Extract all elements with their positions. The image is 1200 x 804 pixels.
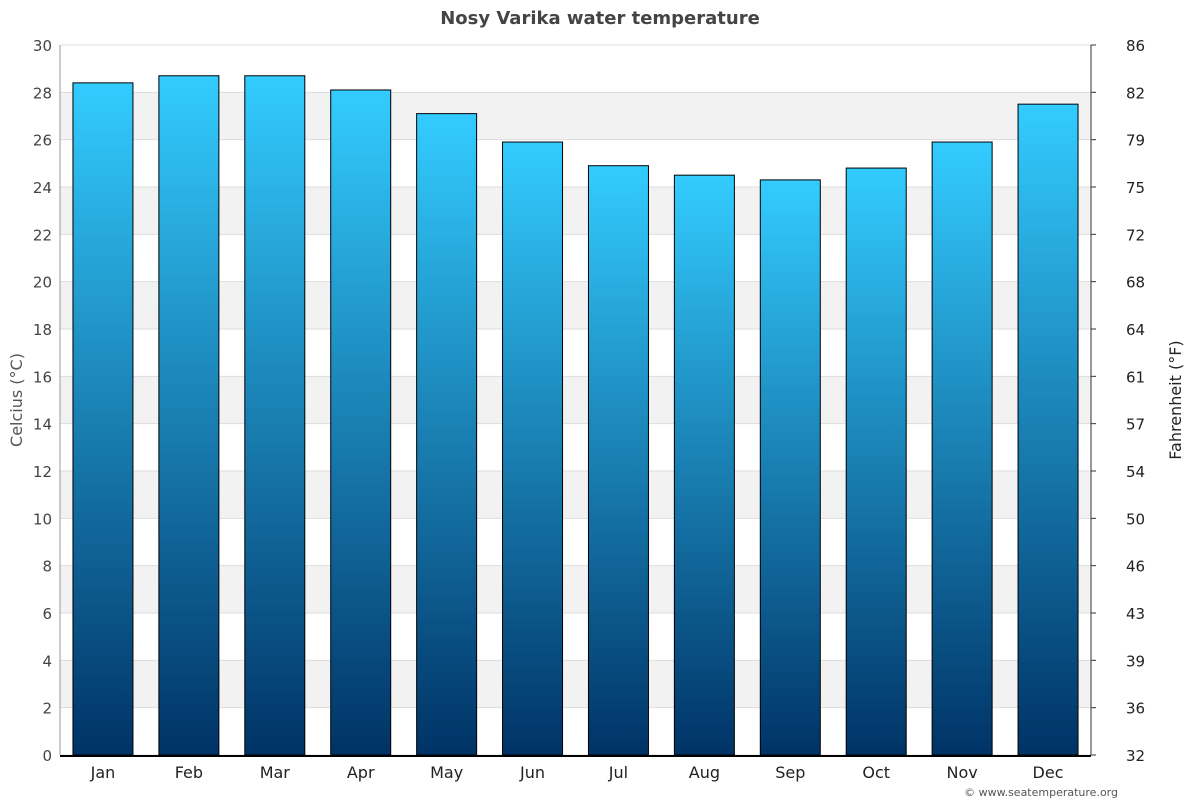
y-right-tick-label: 61 [1126, 368, 1145, 386]
bar-jun[interactable] [502, 141, 564, 756]
y-tick-label: 14 [33, 416, 52, 434]
y-right-tick-label: 50 [1126, 510, 1145, 528]
y-right-tick-label: 36 [1126, 700, 1145, 718]
y-right-tick-label: 79 [1126, 132, 1145, 150]
y-right-tick-label: 72 [1126, 226, 1145, 244]
y-right-tick-label: 39 [1126, 652, 1145, 670]
bar-dec[interactable] [1017, 103, 1079, 756]
grid-band [60, 471, 1091, 519]
bar-jul[interactable] [587, 165, 649, 756]
y-right-tick-label: 64 [1126, 321, 1145, 339]
x-tick-label: Oct [862, 763, 890, 782]
y-right-tick-label: 86 [1126, 37, 1145, 55]
y-tick-label: 28 [33, 84, 52, 102]
x-tick-label: May [430, 763, 463, 782]
x-tick-label: Aug [689, 763, 720, 782]
y-right-tick-label: 82 [1126, 84, 1145, 102]
bar-nov[interactable] [931, 141, 993, 756]
bar-jan[interactable] [72, 82, 134, 756]
y-tick-label: 8 [42, 558, 52, 576]
grid-band [60, 187, 1091, 235]
footer-credit: © www.seatemperature.org [964, 786, 1118, 799]
bar-oct[interactable] [845, 167, 907, 756]
y-right-tick-label: 43 [1126, 605, 1145, 623]
y-right-tick-label: 46 [1126, 558, 1145, 576]
y-tick-label: 18 [33, 321, 52, 339]
x-tick-label: Jul [608, 763, 628, 782]
y-tick-label: 22 [33, 226, 52, 244]
bar-sep[interactable] [759, 179, 821, 756]
x-tick-label: Feb [175, 763, 203, 782]
y-axis-right-label: Fahrenheit (°F) [1166, 340, 1185, 459]
y-right-tick-label: 54 [1126, 463, 1145, 481]
y-tick-label: 0 [42, 747, 52, 765]
chart-title: Nosy Varika water temperature [440, 8, 760, 29]
y-tick-label: 24 [33, 179, 52, 197]
y-tick-label: 12 [33, 463, 52, 481]
y-tick-label: 26 [33, 132, 52, 150]
bar-feb[interactable] [158, 75, 220, 756]
bar-apr[interactable] [330, 89, 392, 756]
grid-band [60, 281, 1091, 329]
y-tick-label: 10 [33, 510, 52, 528]
grid-band [60, 565, 1091, 613]
y-tick-label: 6 [42, 605, 52, 623]
x-tick-label: Dec [1033, 763, 1064, 782]
x-tick-label: Nov [947, 763, 978, 782]
y-right-tick-label: 68 [1126, 274, 1145, 292]
y-axis-label: Celcius (°C) [7, 353, 26, 447]
y-tick-label: 20 [33, 274, 52, 292]
y-tick-label: 4 [42, 652, 52, 670]
grid-band [60, 376, 1091, 424]
bar-mar[interactable] [244, 75, 306, 756]
bar-may[interactable] [416, 113, 478, 756]
x-tick-label: Jan [90, 763, 116, 782]
x-tick-label: Sep [775, 763, 805, 782]
bar-aug[interactable] [673, 174, 735, 756]
y-right-tick-label: 57 [1126, 416, 1145, 434]
grid-band [60, 660, 1091, 708]
y-tick-label: 16 [33, 368, 52, 386]
y-tick-label: 30 [33, 37, 52, 55]
y-tick-label: 2 [42, 700, 52, 718]
x-tick-label: Apr [347, 763, 375, 782]
grid-band [60, 92, 1091, 140]
y-right-tick-label: 32 [1126, 747, 1145, 765]
x-tick-label: Mar [260, 763, 291, 782]
x-tick-label: Jun [519, 763, 545, 782]
y-right-tick-label: 75 [1126, 179, 1145, 197]
